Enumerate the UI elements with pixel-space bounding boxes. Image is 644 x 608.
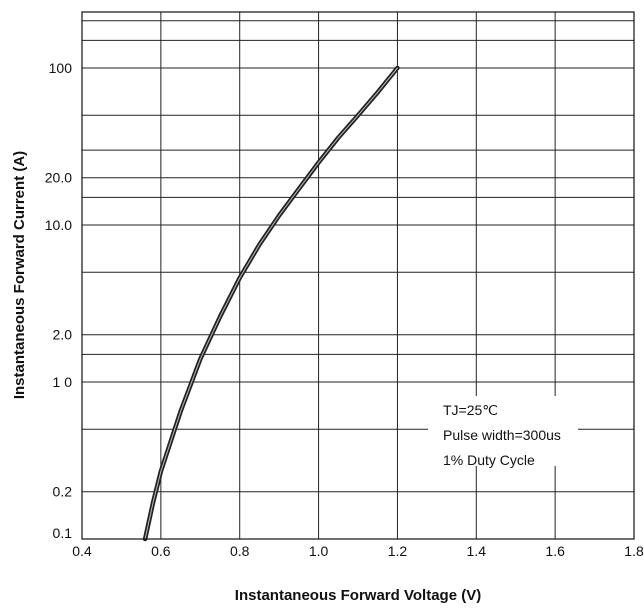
- x-axis-title: Instantaneous Forward Voltage (V): [235, 587, 481, 604]
- x-tick-label: 0.4: [72, 543, 92, 559]
- series-line-highlight: [144, 67, 398, 540]
- x-tick-labels: 0.4 0.6 0.8 1.0 1.2 1.4 1.6 1.8: [72, 543, 644, 559]
- x-tick-label: 1.2: [388, 543, 408, 559]
- x-tick-label: 0.6: [151, 543, 171, 559]
- series-layer: [142, 65, 400, 542]
- annotation-duty-cycle: 1% Duty Cycle: [443, 452, 535, 468]
- y-axis-title: Instantaneous Forward Current (A): [11, 151, 28, 399]
- x-tick-label: 1.8: [624, 543, 644, 559]
- annotation-box-mask: [428, 396, 578, 466]
- y-tick-label: 0.2: [53, 484, 73, 500]
- x-tick-label: 1.0: [309, 543, 329, 559]
- x-tick-label: 1.6: [545, 543, 565, 559]
- y-tick-label: 1 0: [53, 374, 73, 390]
- y-tick-label: 20.0: [45, 170, 72, 186]
- y-tick-label: 100: [49, 60, 73, 76]
- plot-frame: [81, 11, 635, 540]
- y-tick-label: 2.0: [53, 327, 73, 343]
- y-tick-label: 10.0: [45, 217, 72, 233]
- annotation-pulse-width: Pulse width=300us: [443, 427, 561, 443]
- y-tick-label: 0.1: [53, 525, 73, 541]
- x-tick-label: 0.8: [230, 543, 250, 559]
- series-line: [142, 65, 400, 542]
- annotation-temperature: TJ=25℃: [443, 402, 498, 418]
- x-tick-label: 1.4: [467, 543, 487, 559]
- y-tick-labels: 0.1 0.2 1 0 2.0 10.0 20.0 100: [45, 60, 72, 541]
